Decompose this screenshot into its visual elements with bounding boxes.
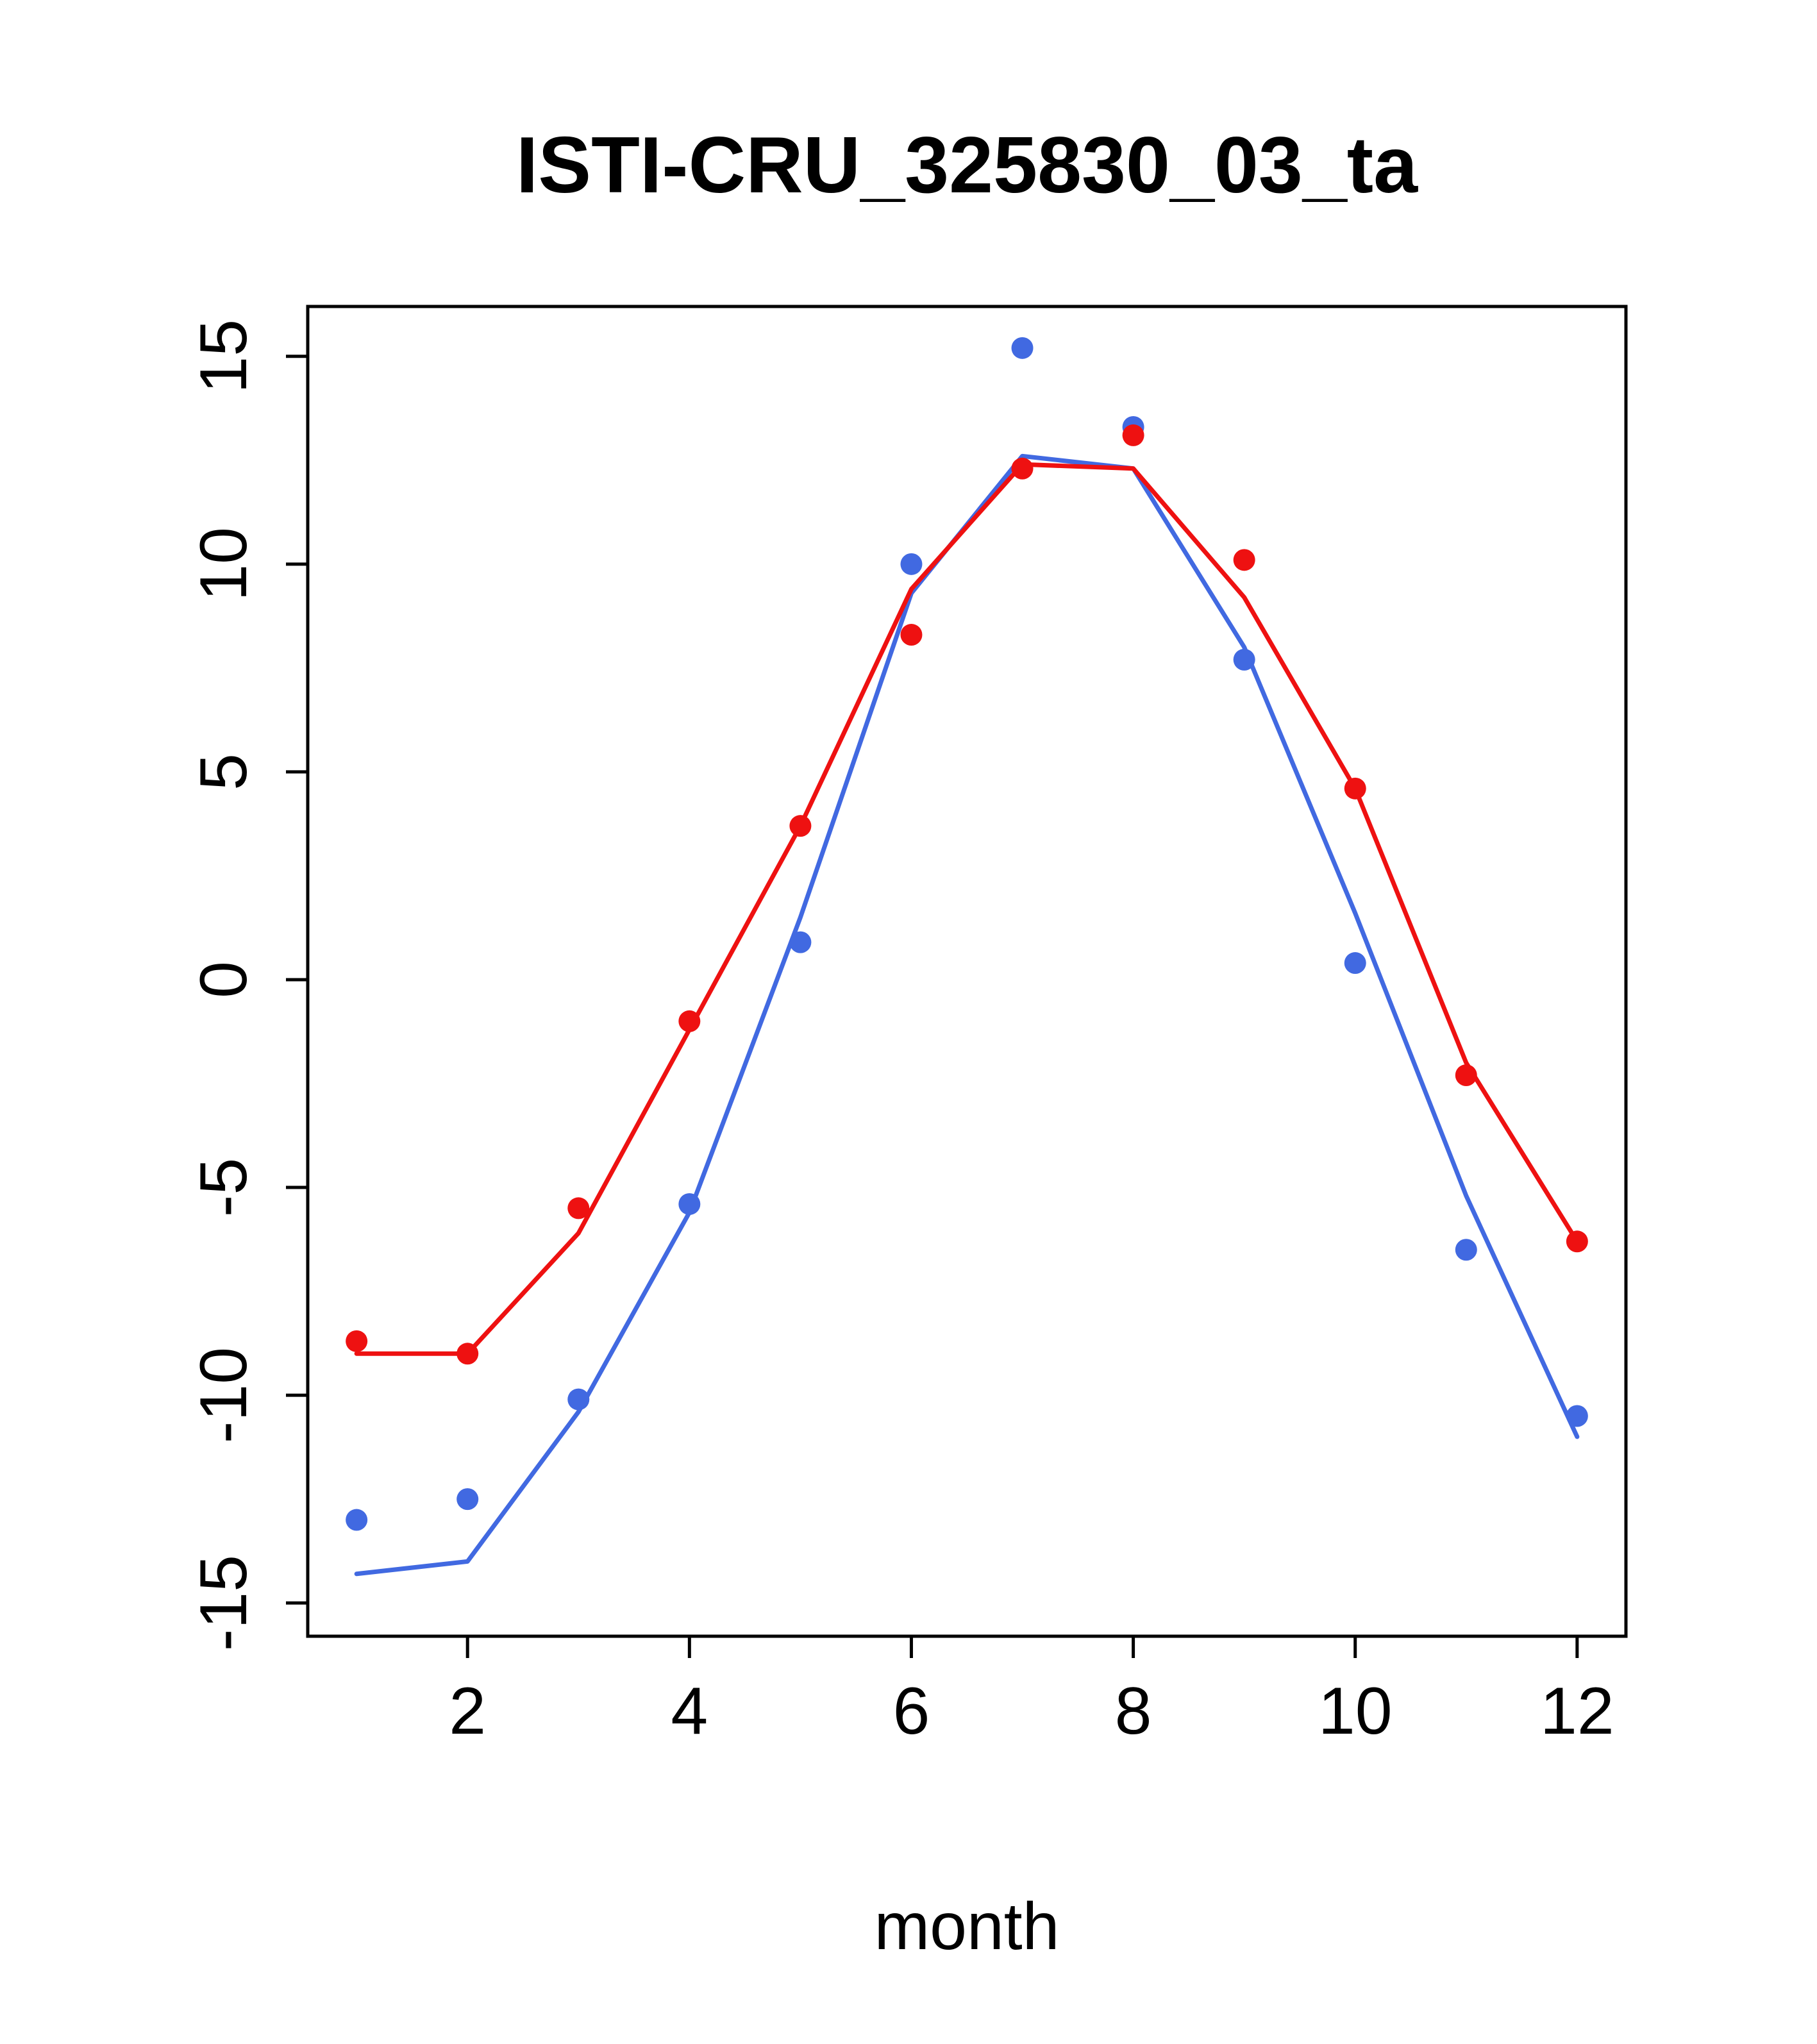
blue-series-points-point <box>1344 952 1366 975</box>
blue-series-points-point <box>567 1388 590 1411</box>
x-tick-label: 12 <box>1540 1674 1614 1748</box>
blue-series-line <box>354 453 1580 1577</box>
red-series-points-point <box>1455 1064 1477 1087</box>
y-tick-label: 5 <box>187 753 261 791</box>
blue-series-points-point <box>456 1488 479 1511</box>
red-series-line <box>354 462 1580 1356</box>
red-series-points-point <box>678 1010 701 1032</box>
blue-series-points-point <box>1566 1405 1588 1427</box>
x-tick-label: 4 <box>671 1674 708 1748</box>
red-series-points-point <box>1233 549 1255 571</box>
x-tick-label: 10 <box>1318 1674 1393 1748</box>
plot-border <box>306 305 1628 1638</box>
y-tick-label: -10 <box>187 1347 261 1443</box>
y-tick-label: 0 <box>187 961 261 998</box>
blue-series-points-point <box>789 931 812 953</box>
red-series-points-point <box>789 815 812 837</box>
x-axis-label: month <box>874 1889 1059 1964</box>
red-series-points-point <box>1122 424 1144 446</box>
blue-series-points-point <box>346 1509 368 1531</box>
y-tick-label: 10 <box>187 527 261 601</box>
red-series-points-point <box>346 1330 368 1352</box>
red-series-points-point <box>1011 457 1034 480</box>
y-tick-label: 15 <box>187 319 261 394</box>
x-tick-label: 8 <box>1115 1674 1152 1748</box>
blue-series-points-point <box>678 1193 701 1215</box>
blue-series-points-point <box>1011 337 1034 359</box>
red-series-points-point <box>567 1197 590 1219</box>
red-series-points-point <box>900 624 923 646</box>
x-tick-label: 2 <box>449 1674 486 1748</box>
chart-title: ISTI-CRU_325830_03_ta <box>516 121 1418 210</box>
red-series-points-point <box>1344 777 1366 800</box>
blue-series-points-point <box>900 553 923 575</box>
y-tick-label: -15 <box>187 1555 261 1651</box>
plot-area: 2 4 6 8 10 12 -15 -10 -5 0 5 10 15 <box>187 305 1628 1748</box>
y-tick-label: -5 <box>187 1158 261 1217</box>
x-tick-label: 6 <box>893 1674 930 1748</box>
red-series-points-point <box>1566 1230 1588 1253</box>
blue-series-points-point <box>1233 648 1255 671</box>
blue-series-points-point <box>1455 1239 1477 1261</box>
red-series-points-point <box>456 1343 479 1365</box>
